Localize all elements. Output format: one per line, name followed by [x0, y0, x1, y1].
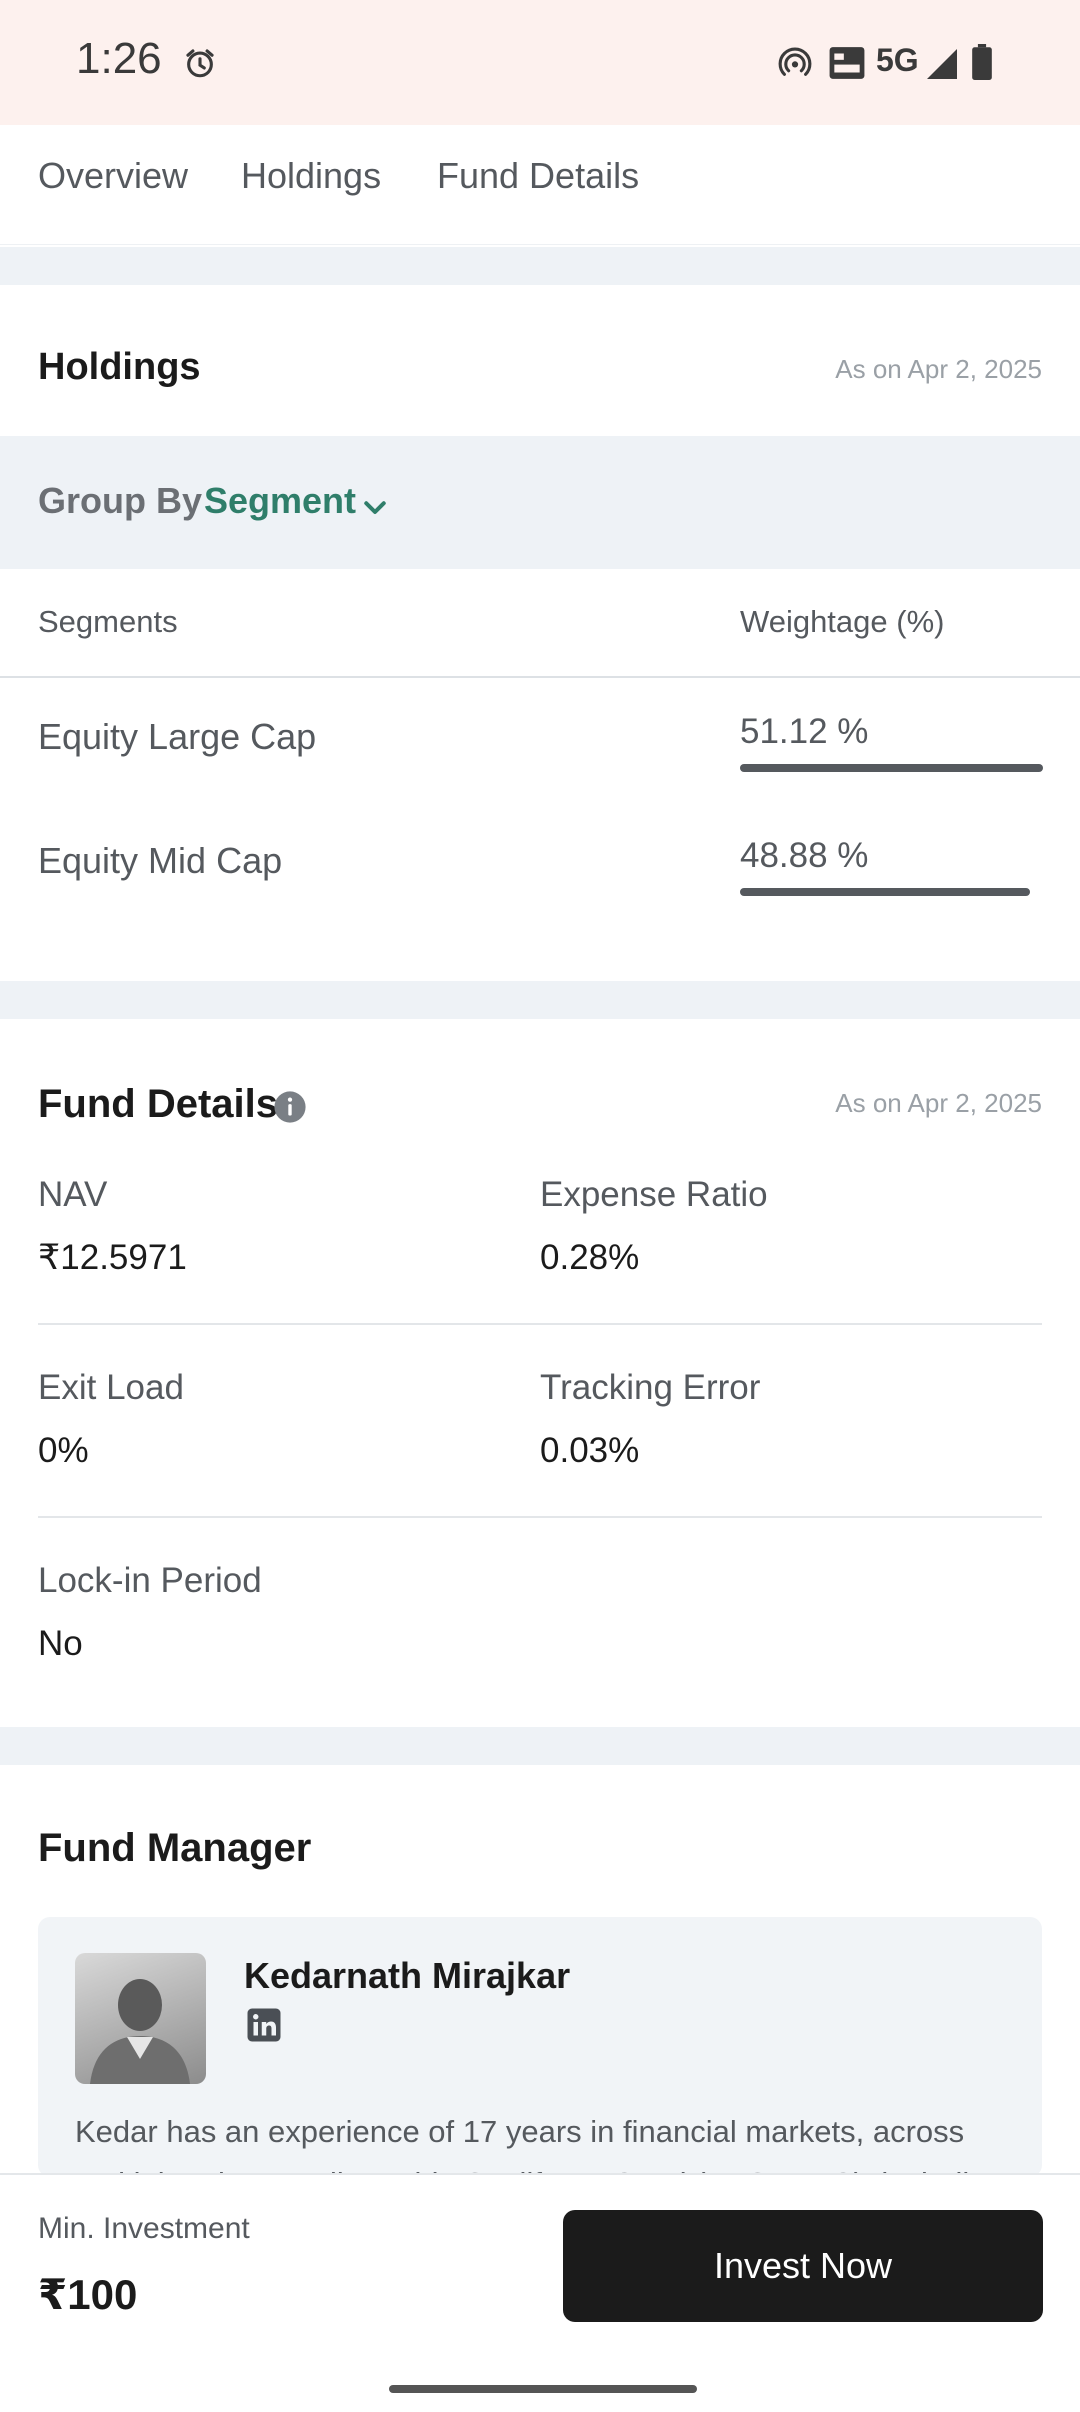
tracking-error-value: 0.03% — [540, 1431, 640, 1470]
section-divider — [0, 247, 1080, 285]
battery-icon — [972, 44, 992, 80]
home-indicator[interactable] — [389, 2385, 697, 2393]
section-divider — [0, 1727, 1080, 1765]
group-by-label: Group By — [38, 480, 203, 521]
fund-details-as-on-date: As on Apr 2, 2025 — [835, 1088, 1042, 1118]
weightage-column-header: Weightage (%) — [740, 604, 945, 639]
segment-name: Equity Large Cap — [38, 716, 317, 757]
alarm-icon — [186, 49, 214, 78]
volte-icon — [829, 47, 865, 79]
table-divider — [0, 676, 1080, 678]
tab-fund-details[interactable]: Fund Details — [437, 155, 640, 196]
tab-holdings[interactable]: Holdings — [241, 155, 382, 196]
lock-in-period-label: Lock-in Period — [38, 1561, 262, 1600]
fund-details-title: Fund Details — [38, 1082, 279, 1126]
fund-manager-name: Kedarnath Mirajkar — [244, 1955, 571, 1996]
lock-in-period-value: No — [38, 1624, 83, 1663]
holdings-title: Holdings — [38, 346, 201, 388]
invest-now-button[interactable]: Invest Now — [563, 2210, 1043, 2322]
expense-ratio-label: Expense Ratio — [540, 1175, 768, 1214]
hotspot-icon — [778, 47, 812, 76]
status-bar — [0, 0, 1080, 125]
signal-icon — [927, 49, 957, 79]
min-investment-label: Min. Investment — [38, 2212, 250, 2245]
min-investment-value: ₹100 — [38, 2271, 138, 2318]
fund-details-divider — [38, 1516, 1042, 1518]
segment-weight: 48.88 % — [740, 836, 869, 875]
expense-ratio-value: 0.28% — [540, 1238, 640, 1277]
status-time: 1:26 — [76, 34, 162, 83]
info-icon[interactable] — [273, 1090, 307, 1124]
segment-weight-bar — [740, 764, 1043, 772]
exit-load-label: Exit Load — [38, 1368, 184, 1407]
segment-weight-bar — [740, 888, 1030, 896]
linkedin-icon[interactable] — [246, 2007, 282, 2043]
network-type-label: 5G — [876, 42, 919, 78]
segments-column-header: Segments — [38, 604, 178, 639]
nav-label: NAV — [38, 1175, 108, 1214]
group-by-dropdown[interactable]: Segment — [204, 480, 357, 521]
chevron-down-icon[interactable] — [360, 492, 390, 522]
fund-manager-title: Fund Manager — [38, 1826, 312, 1870]
avatar — [75, 1953, 206, 2084]
tab-overview[interactable]: Overview — [38, 155, 189, 196]
section-divider — [0, 981, 1080, 1019]
group-by-bar — [0, 436, 1080, 569]
segment-weight: 51.12 % — [740, 712, 869, 751]
tab-bar — [0, 125, 1080, 245]
fund-details-divider — [38, 1323, 1042, 1325]
nav-value: ₹12.5971 — [38, 1238, 187, 1277]
segment-name: Equity Mid Cap — [38, 840, 283, 881]
tracking-error-label: Tracking Error — [540, 1368, 761, 1407]
holdings-as-on-date: As on Apr 2, 2025 — [835, 354, 1042, 384]
exit-load-value: 0% — [38, 1431, 89, 1470]
